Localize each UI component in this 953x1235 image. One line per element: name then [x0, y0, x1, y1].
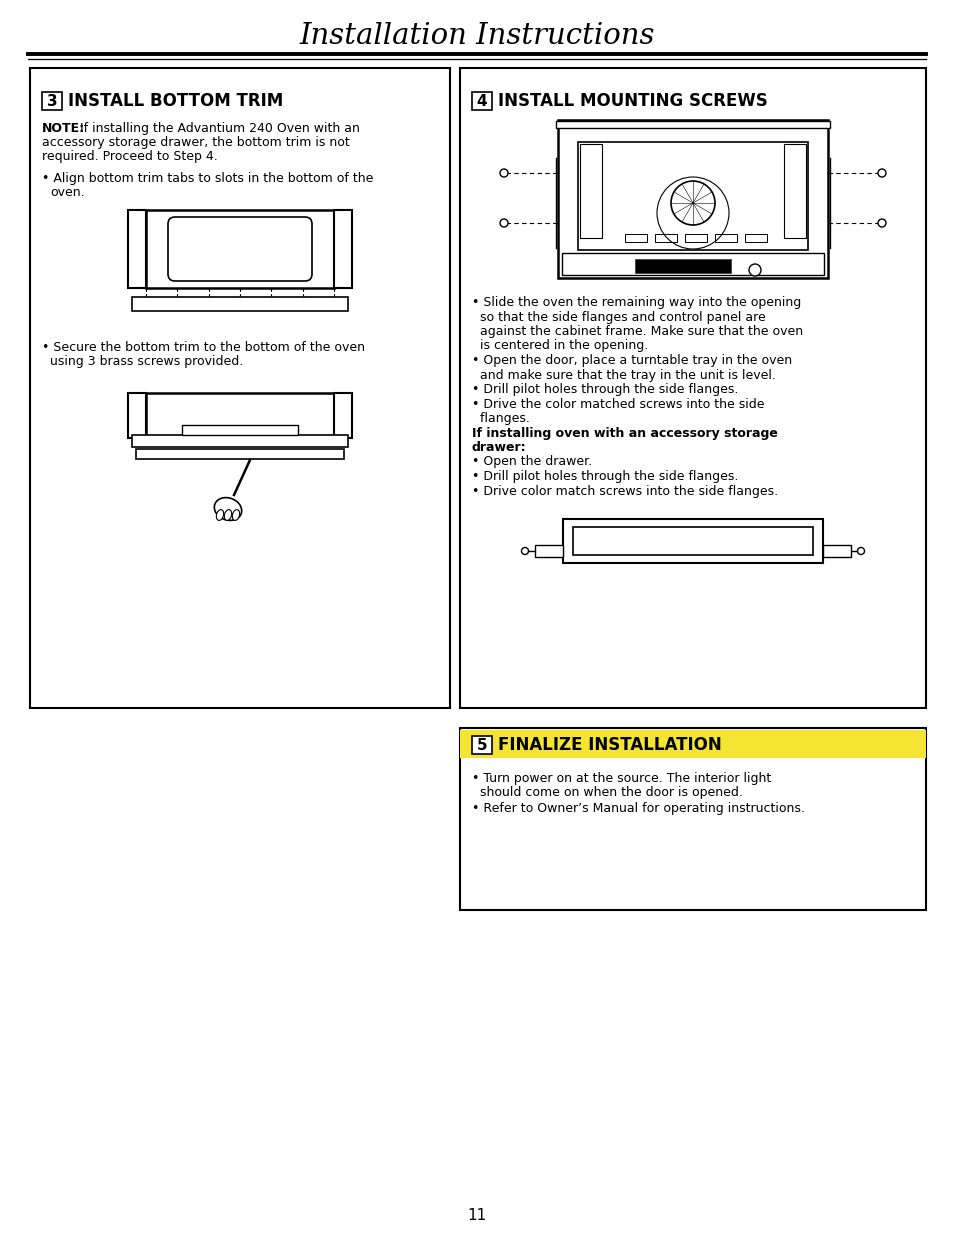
Bar: [655, 233, 677, 242]
Bar: [146, 210, 334, 288]
Bar: [42, 91, 62, 110]
Circle shape: [857, 547, 863, 555]
Text: drawer:: drawer:: [472, 441, 526, 454]
Text: INSTALL BOTTOM TRIM: INSTALL BOTTOM TRIM: [68, 91, 283, 110]
Bar: [535, 545, 562, 557]
Bar: [684, 233, 706, 242]
Text: INSTALL MOUNTING SCREWS: INSTALL MOUNTING SCREWS: [497, 91, 767, 110]
Text: oven.: oven.: [50, 186, 85, 199]
Text: • Drill pilot holes through the side flanges.: • Drill pilot holes through the side fla…: [472, 383, 738, 396]
Bar: [30, 68, 450, 708]
Text: 3: 3: [47, 94, 57, 109]
Text: • Turn power on at the source. The interior light: • Turn power on at the source. The inter…: [472, 772, 770, 785]
Bar: [714, 233, 737, 242]
Text: accessory storage drawer, the bottom trim is not: accessory storage drawer, the bottom tri…: [42, 136, 350, 149]
Ellipse shape: [214, 498, 241, 520]
Bar: [334, 393, 352, 438]
Circle shape: [499, 169, 507, 177]
Text: using 3 brass screws provided.: using 3 brass screws provided.: [50, 354, 243, 368]
Bar: [459, 727, 925, 910]
Bar: [635, 259, 730, 273]
Bar: [744, 233, 766, 242]
Text: • Secure the bottom trim to the bottom of the oven: • Secure the bottom trim to the bottom o…: [42, 341, 365, 354]
FancyBboxPatch shape: [168, 217, 312, 282]
Ellipse shape: [224, 510, 232, 520]
Bar: [578, 142, 807, 249]
Text: • Open the door, place a turntable tray in the oven: • Open the door, place a turntable tray …: [472, 354, 791, 367]
Text: • Align bottom trim tabs to slots in the bottom of the: • Align bottom trim tabs to slots in the…: [42, 172, 373, 185]
Text: is centered in the opening.: is centered in the opening.: [472, 340, 648, 352]
Bar: [556, 121, 829, 128]
Text: • Drive the color matched screws into the side: • Drive the color matched screws into th…: [472, 398, 763, 410]
Text: • Drill pilot holes through the side flanges.: • Drill pilot holes through the side fla…: [472, 471, 738, 483]
Text: 5: 5: [476, 737, 487, 752]
Bar: [472, 736, 492, 755]
Bar: [822, 545, 850, 557]
Bar: [459, 730, 925, 758]
Text: • Open the drawer.: • Open the drawer.: [472, 456, 592, 468]
Bar: [132, 296, 348, 311]
Bar: [783, 144, 805, 238]
Bar: [334, 210, 352, 288]
Text: flanges.: flanges.: [472, 412, 529, 425]
Bar: [128, 210, 146, 288]
Bar: [472, 91, 492, 110]
Text: • Drive color match screws into the side flanges.: • Drive color match screws into the side…: [472, 484, 778, 498]
Circle shape: [670, 182, 714, 225]
Text: 11: 11: [467, 1208, 486, 1223]
Text: • Refer to Owner’s Manual for operating instructions.: • Refer to Owner’s Manual for operating …: [472, 802, 804, 815]
Ellipse shape: [233, 510, 239, 520]
Bar: [146, 393, 334, 438]
Bar: [459, 68, 925, 708]
Text: so that the side flanges and control panel are: so that the side flanges and control pan…: [472, 310, 765, 324]
Bar: [579, 144, 601, 238]
Circle shape: [877, 219, 885, 227]
Bar: [182, 425, 297, 435]
Bar: [132, 435, 348, 447]
Text: NOTE:: NOTE:: [42, 122, 85, 135]
Bar: [128, 393, 146, 438]
Circle shape: [499, 219, 507, 227]
Text: and make sure that the tray in the unit is level.: and make sure that the tray in the unit …: [472, 368, 775, 382]
Circle shape: [877, 169, 885, 177]
Ellipse shape: [216, 510, 223, 520]
Bar: [624, 233, 646, 242]
Text: FINALIZE INSTALLATION: FINALIZE INSTALLATION: [497, 736, 721, 755]
Bar: [136, 450, 344, 459]
Text: should come on when the door is opened.: should come on when the door is opened.: [479, 785, 742, 799]
Bar: [573, 527, 812, 555]
Bar: [561, 253, 823, 275]
Text: required. Proceed to Step 4.: required. Proceed to Step 4.: [42, 149, 217, 163]
Circle shape: [748, 264, 760, 275]
Bar: [562, 519, 822, 563]
Circle shape: [521, 547, 528, 555]
Text: Installation Instructions: Installation Instructions: [299, 22, 654, 49]
Text: against the cabinet frame. Make sure that the oven: against the cabinet frame. Make sure tha…: [472, 325, 802, 338]
Text: • Slide the oven the remaining way into the opening: • Slide the oven the remaining way into …: [472, 296, 801, 309]
Text: 4: 4: [476, 94, 487, 109]
Text: If installing oven with an accessory storage: If installing oven with an accessory sto…: [472, 426, 777, 440]
Text: If installing the Advantium 240 Oven with an: If installing the Advantium 240 Oven wit…: [76, 122, 359, 135]
Bar: [558, 120, 827, 278]
